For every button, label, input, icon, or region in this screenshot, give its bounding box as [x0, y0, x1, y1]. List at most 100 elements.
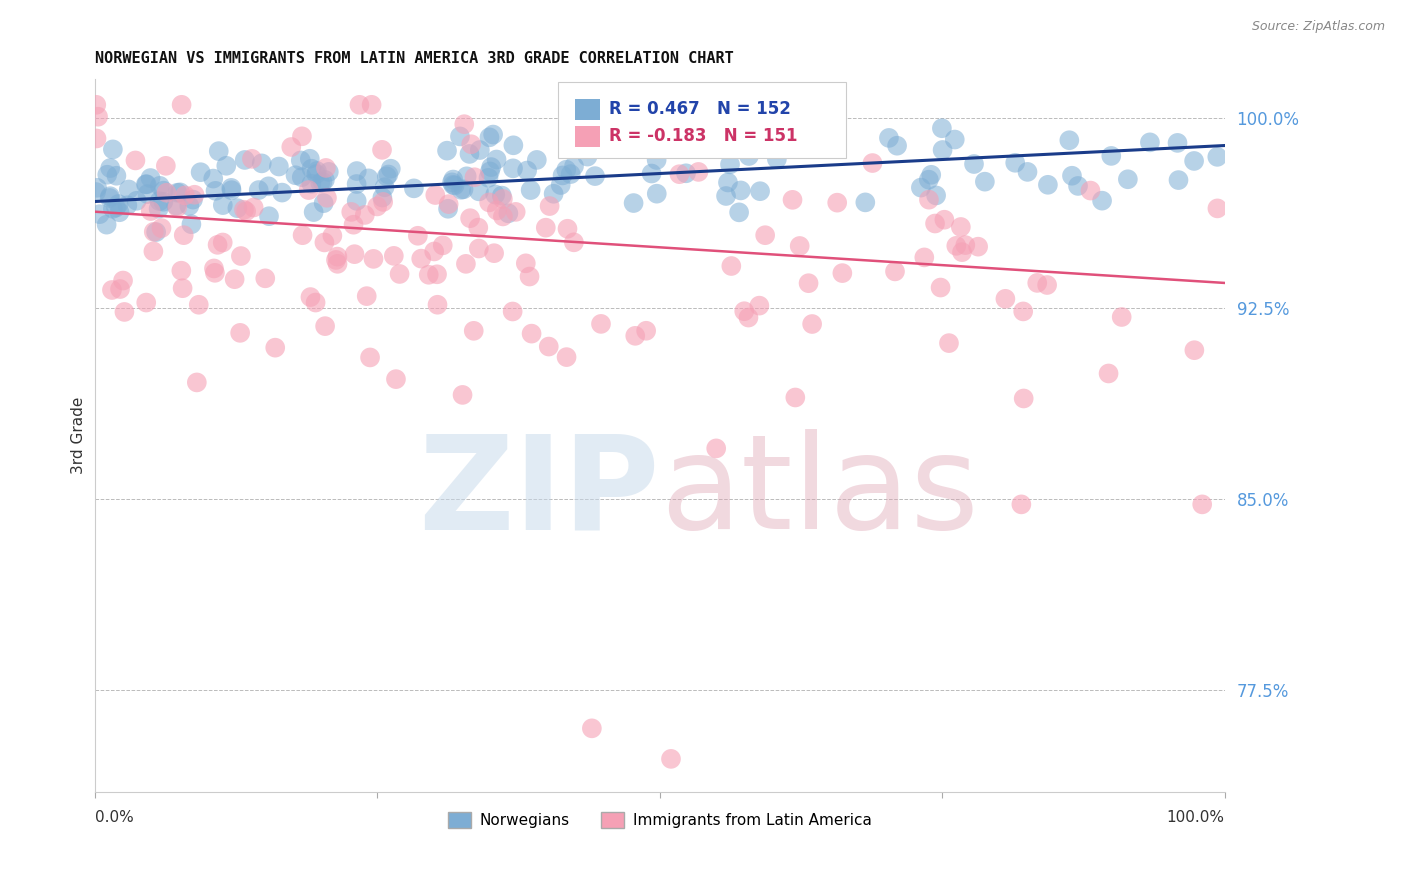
Point — [136, 187, 159, 202]
Point — [148, 194, 170, 208]
Point — [502, 161, 524, 176]
Point — [436, 144, 458, 158]
Text: R = 0.467   N = 152: R = 0.467 N = 152 — [609, 100, 790, 119]
Point — [388, 267, 411, 281]
Point — [359, 351, 381, 365]
Point — [202, 261, 225, 276]
Point — [84, 185, 107, 199]
Point — [87, 110, 110, 124]
Point — [704, 442, 727, 456]
Point — [782, 193, 804, 207]
Point — [659, 752, 682, 766]
Point — [314, 173, 336, 187]
Point — [478, 130, 501, 145]
Point — [101, 283, 124, 297]
Point — [934, 212, 956, 227]
Point — [302, 205, 325, 219]
Point — [86, 181, 108, 195]
Point — [931, 143, 953, 157]
Point — [963, 157, 986, 171]
Point — [155, 186, 177, 200]
Point — [463, 324, 485, 338]
Point — [118, 182, 141, 196]
Point — [468, 143, 491, 157]
Point — [142, 244, 165, 259]
Point — [576, 150, 599, 164]
Point — [233, 202, 256, 217]
Point — [155, 159, 177, 173]
Point — [943, 132, 966, 146]
Point — [291, 129, 314, 144]
Point — [305, 167, 328, 181]
Point — [267, 160, 290, 174]
Point — [312, 196, 335, 211]
Point — [233, 153, 256, 167]
Point — [377, 168, 399, 182]
Point — [714, 133, 737, 147]
Point — [728, 205, 751, 219]
Point — [98, 191, 121, 205]
Point — [385, 372, 408, 386]
Point — [1111, 310, 1133, 324]
Point — [242, 201, 264, 215]
Point — [477, 170, 499, 185]
Point — [257, 209, 280, 223]
Point — [555, 162, 578, 177]
Point — [174, 188, 197, 202]
Point — [766, 152, 789, 166]
Point — [537, 340, 560, 354]
Point — [538, 199, 561, 213]
Point — [89, 207, 111, 221]
Point — [519, 269, 541, 284]
Point — [543, 186, 565, 201]
Point — [291, 228, 314, 243]
Point — [720, 97, 742, 112]
Point — [215, 159, 238, 173]
Point — [468, 242, 491, 256]
Point — [925, 188, 948, 202]
Point — [441, 178, 464, 192]
Point — [301, 161, 323, 176]
Point — [479, 160, 502, 174]
Point — [426, 267, 449, 281]
Point — [183, 187, 205, 202]
Point — [886, 138, 908, 153]
Point — [955, 238, 977, 252]
Point — [456, 169, 478, 184]
Point — [929, 280, 952, 294]
Point — [315, 161, 337, 175]
Point — [945, 239, 967, 253]
Point — [125, 194, 148, 208]
Point — [226, 201, 249, 215]
Point — [425, 188, 447, 202]
Point — [526, 153, 548, 167]
Point — [314, 319, 336, 334]
Point — [437, 202, 460, 216]
Point — [437, 197, 460, 211]
Point — [1191, 497, 1213, 511]
Point — [910, 180, 932, 194]
Point — [918, 172, 941, 186]
Point — [749, 184, 772, 198]
Point — [645, 186, 668, 201]
Point — [235, 204, 257, 219]
Point — [877, 131, 900, 145]
Point — [950, 245, 973, 260]
Point — [938, 336, 960, 351]
Text: 0.0%: 0.0% — [94, 810, 134, 825]
Point — [190, 165, 212, 179]
Point — [229, 249, 252, 263]
Text: Source: ZipAtlas.com: Source: ZipAtlas.com — [1251, 20, 1385, 33]
Point — [1017, 165, 1039, 179]
FancyBboxPatch shape — [558, 82, 846, 158]
Point — [973, 175, 995, 189]
Point — [1139, 136, 1161, 150]
Point — [229, 326, 252, 340]
Point — [411, 252, 433, 266]
Text: NORWEGIAN VS IMMIGRANTS FROM LATIN AMERICA 3RD GRADE CORRELATION CHART: NORWEGIAN VS IMMIGRANTS FROM LATIN AMERI… — [94, 51, 734, 66]
Point — [884, 264, 907, 278]
Point — [1206, 150, 1229, 164]
Point — [139, 204, 162, 219]
Point — [1166, 136, 1188, 150]
Point — [733, 304, 755, 318]
